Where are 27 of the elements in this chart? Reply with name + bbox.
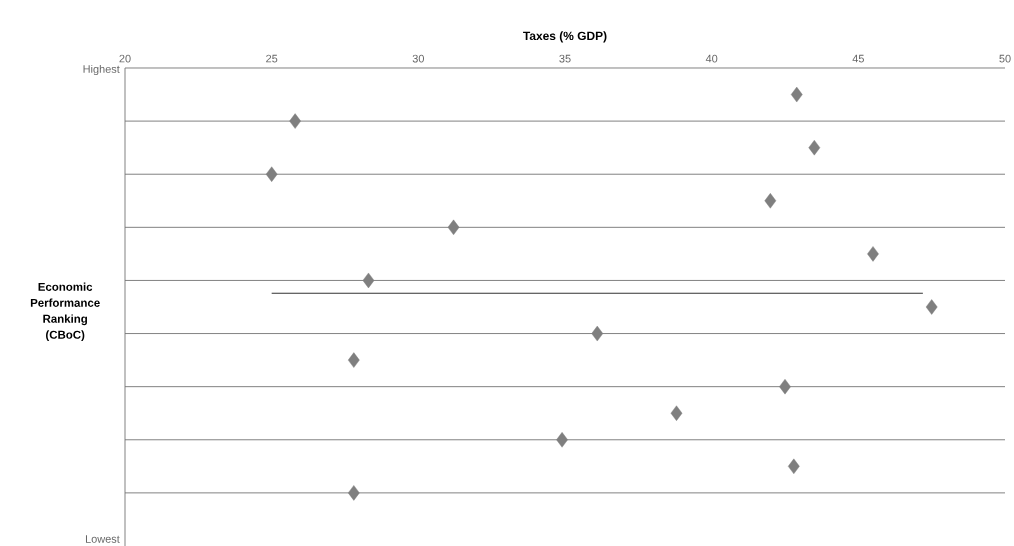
point bbox=[779, 378, 791, 395]
point bbox=[925, 299, 938, 315]
x-tick-label: 40 bbox=[705, 54, 718, 63]
point bbox=[556, 432, 568, 448]
point bbox=[764, 193, 777, 209]
point bbox=[867, 246, 879, 262]
point bbox=[447, 219, 460, 236]
x-tick-label: 30 bbox=[412, 54, 424, 63]
x-tick-label: 20 bbox=[119, 54, 131, 63]
x-tick-label: 35 bbox=[559, 54, 571, 63]
x-tick-label: 25 bbox=[266, 54, 278, 63]
x-tick-label: 45 bbox=[852, 54, 864, 63]
y-axis-title: Economic Performance Ranking (CBoC) bbox=[30, 282, 100, 342]
point bbox=[787, 458, 800, 475]
point bbox=[790, 86, 803, 103]
point bbox=[347, 485, 360, 501]
point bbox=[808, 139, 821, 156]
point bbox=[362, 272, 375, 289]
point bbox=[347, 352, 360, 368]
point bbox=[289, 113, 301, 129]
text: Highest bbox=[83, 64, 120, 76]
point bbox=[265, 166, 278, 182]
text: Lowest bbox=[85, 535, 120, 543]
x-axis-title: Taxes (% GDP) bbox=[523, 31, 607, 43]
point bbox=[591, 325, 604, 342]
point bbox=[670, 405, 683, 421]
x-tick-label: 50 bbox=[999, 54, 1011, 63]
